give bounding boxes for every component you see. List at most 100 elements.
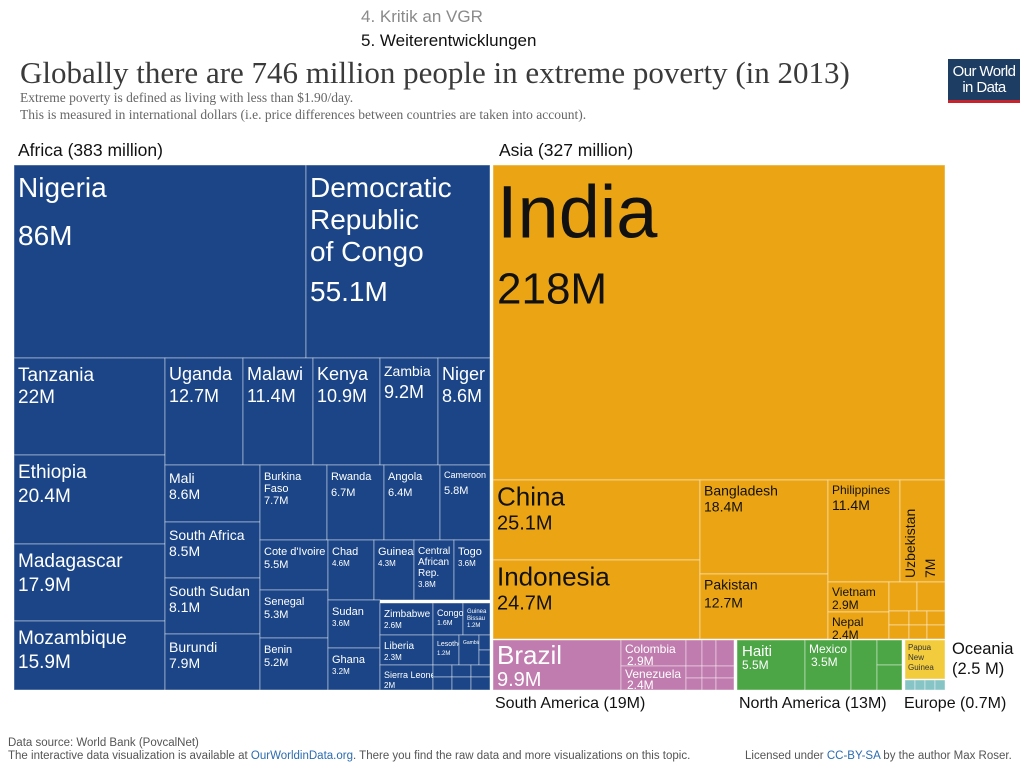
chart-subtitle-1: Extreme poverty is defined as living wit… — [20, 90, 354, 105]
nav-item-kritik[interactable]: 4. Kritik an VGR — [361, 7, 483, 26]
chart-title: Globally there are 746 million people in… — [20, 55, 850, 90]
treemap-cell-uzbekistan — [899, 479, 946, 583]
treemap-cell-sa-small-6 — [685, 677, 703, 691]
treemap-cell-angola — [383, 464, 441, 541]
treemap-cell-africa-small-0 — [478, 634, 491, 651]
cell-label-angola: Angola — [388, 471, 423, 483]
treemap-cell-africa-small-6 — [451, 676, 472, 691]
treemap-cell-asia-small-6 — [908, 624, 928, 640]
cell-label-central-african-rep-1: African — [418, 557, 449, 568]
cell-label-ghana: Ghana — [332, 654, 366, 666]
cell-value-democratic-republic-of-congo: 55.1M — [310, 276, 388, 307]
cell-label-nigeria: Nigeria — [18, 172, 107, 203]
footer-source: Data source: World Bank (PovcalNet) — [8, 737, 199, 749]
treemap-cell-guinea-bissau — [462, 602, 491, 636]
cell-value-guinea-bissau: 1.2M — [467, 623, 480, 629]
treemap-cell-sa-small-8 — [715, 677, 735, 691]
cell-label-sierra-leone: Sierra Leone — [384, 670, 436, 680]
cell-label-benin: Benin — [264, 644, 292, 656]
treemap-cell-malawi — [242, 357, 314, 466]
treemap-cell-asia-small-3 — [908, 610, 928, 626]
cell-value-zimbabwe: 2.6M — [384, 621, 402, 630]
region-label-oceania-value: (2.5 M) — [952, 660, 1005, 678]
cell-label-philippines: Philippines — [832, 483, 890, 497]
cell-value-burundi: 7.9M — [169, 655, 200, 671]
treemap-cell-kenya — [312, 357, 381, 466]
cell-value-mozambique: 15.9M — [18, 652, 71, 673]
cell-label-papua-new-guinea-1: New — [908, 653, 924, 662]
treemap-cell-brazil — [492, 639, 622, 691]
treemap-cell-africa-small-1 — [478, 649, 491, 666]
treemap-cell-asia-small-2 — [888, 610, 910, 626]
owid-logo[interactable]: Our World in Data — [948, 59, 1020, 103]
treemap-cell-sa-small-3 — [685, 665, 703, 679]
treemap-cell-uganda — [164, 357, 244, 466]
treemap-cell-sa-small-1 — [701, 639, 717, 667]
treemap-cell-bangladesh — [699, 479, 829, 575]
footer-interactive: The interactive data visualization is av… — [8, 750, 690, 762]
treemap-cell-mali — [164, 464, 261, 523]
cell-label-tanzania: Tanzania — [18, 365, 94, 386]
cell-value-south-sudan: 8.1M — [169, 599, 200, 615]
treemap-cell-china — [492, 479, 701, 561]
cell-label-ethiopia: Ethiopia — [18, 462, 87, 483]
cell-label-nepal: Nepal — [832, 615, 863, 629]
cell-label-sudan: Sudan — [332, 606, 364, 618]
cell-label-cote-d-ivoire: Cote d'Ivoire — [264, 546, 325, 558]
cell-value-rwanda: 6.7M — [331, 487, 355, 499]
cell-value-pakistan: 12.7M — [704, 594, 743, 610]
cell-label-south-africa: South Africa — [169, 527, 245, 543]
treemap-cell-rwanda — [326, 464, 385, 541]
cell-label-haiti: Haiti — [742, 643, 772, 660]
treemap-cell-haiti — [736, 639, 806, 691]
cell-label-madagascar: Madagascar — [18, 551, 123, 572]
cell-value-south-africa: 8.5M — [169, 543, 200, 559]
cell-label-togo: Togo — [458, 546, 482, 558]
treemap-cell-sa-small-4 — [701, 665, 717, 679]
cell-value-haiti: 5.5M — [742, 658, 769, 672]
cell-value-togo: 3.6M — [458, 559, 476, 568]
cell-value-nepal: 2.4M — [832, 628, 859, 642]
cell-value-kenya: 10.9M — [317, 386, 367, 406]
footer-license-post: by the author Max Roser. — [880, 750, 1012, 762]
cell-label-zimbabwe: Zimbabwe — [384, 609, 431, 620]
cell-value-central-african-rep: 3.8M — [418, 580, 436, 589]
cell-label-chad: Chad — [332, 546, 358, 558]
cell-label-mexico: Mexico — [809, 642, 847, 656]
treemap-cell-europe-0 — [904, 679, 916, 691]
treemap-cell-indonesia — [492, 559, 701, 640]
treemap-cell-asia-small-7 — [926, 624, 946, 640]
cell-label-guinea-bissau: Guinea — [467, 609, 487, 615]
treemap-cell-europe-2 — [924, 679, 936, 691]
treemap-cell-asia-small-1 — [916, 581, 946, 612]
cell-label-mozambique: Mozambique — [18, 628, 127, 649]
treemap-cell-cote-d-ivoire — [259, 539, 329, 591]
nav-item-weiterentwicklungen[interactable]: 5. Weiterentwicklungen — [361, 31, 537, 50]
treemap-cell-senegal — [259, 589, 329, 639]
footer-license-pre: Licensed under — [745, 750, 827, 762]
treemap-cell-congo — [432, 602, 464, 636]
cell-value-benin: 5.2M — [264, 657, 288, 669]
cell-value-mali: 8.6M — [169, 486, 200, 502]
cell-value-chad: 4.6M — [332, 559, 350, 568]
treemap-cell-cameroon — [439, 464, 491, 541]
cell-value-indonesia: 24.7M — [497, 592, 553, 614]
cell-label-mali: Mali — [169, 470, 195, 486]
treemap-cell-liberia — [379, 634, 434, 666]
footer-interactive-post: . There you find the raw data and more v… — [352, 750, 691, 762]
cell-label-kenya: Kenya — [317, 364, 369, 384]
treemap-cell-africa-small-7 — [470, 676, 491, 691]
license-link[interactable]: CC-BY-SA — [826, 750, 881, 762]
footer-interactive-pre: The interactive data visualization is av… — [8, 750, 251, 762]
treemap-cell-central-african-rep — [413, 539, 455, 601]
treemap-cell-africa-small-3 — [451, 664, 472, 678]
cell-label-china: China — [497, 481, 565, 511]
cell-value-niger: 8.6M — [442, 386, 482, 406]
cell-value-angola: 6.4M — [388, 487, 412, 499]
cell-label-lesotho: Lesotho — [437, 641, 462, 648]
cell-label-democratic-republic-of-congo-1: Republic — [310, 204, 419, 235]
cell-label-uzbekistan: Uzbekistan — [902, 509, 918, 578]
treemap-cell-sa-small-7 — [701, 677, 717, 691]
owid-link[interactable]: OurWorldinData.org — [250, 750, 353, 762]
cell-label-zambia: Zambia — [384, 363, 431, 379]
